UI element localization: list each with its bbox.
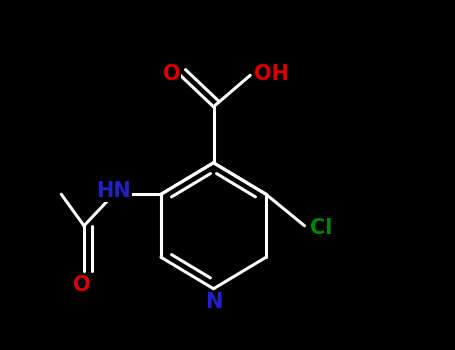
Text: O: O [162,63,180,84]
Text: OH: OH [254,63,289,84]
Text: HN: HN [96,181,131,201]
Text: Cl: Cl [310,217,332,238]
Text: O: O [73,275,91,295]
Text: N: N [205,292,222,312]
